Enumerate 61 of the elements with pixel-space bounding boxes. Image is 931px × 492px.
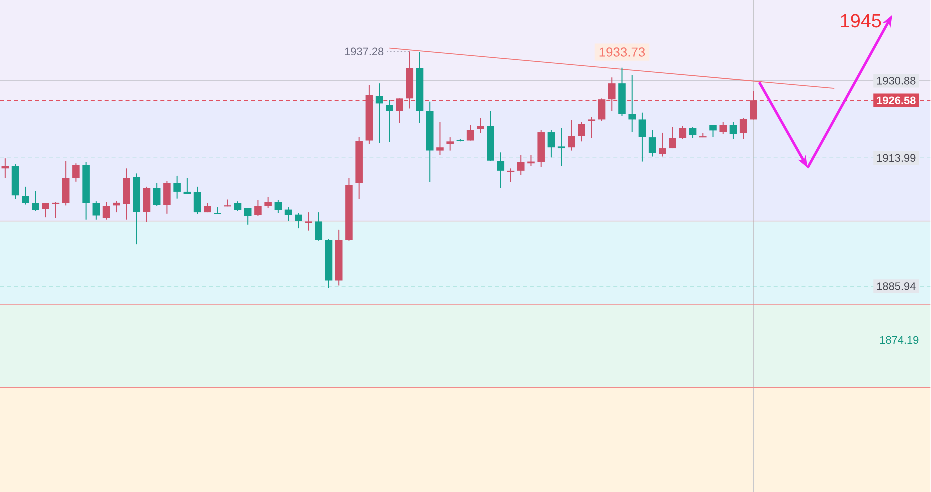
- candlestick: [497, 152, 505, 189]
- candlestick: [305, 212, 312, 232]
- candlestick: [295, 212, 302, 229]
- candlestick: [466, 124, 474, 142]
- candlestick: [598, 98, 606, 122]
- candlestick: [568, 120, 576, 152]
- candlestick: [113, 200, 120, 213]
- candlestick: [32, 190, 40, 212]
- candlestick: [143, 186, 151, 222]
- y-tick-label: 1913.99: [877, 154, 916, 162]
- candlestick: [72, 162, 80, 182]
- candlestick: [315, 212, 323, 242]
- candlestick: [153, 182, 161, 206]
- candlestick: [548, 130, 556, 158]
- candlestick: [234, 200, 242, 212]
- candlestick: [628, 74, 636, 132]
- candlestick: [174, 175, 181, 200]
- candlestick: [254, 200, 262, 217]
- candlestick: [608, 76, 616, 112]
- candlestick: [244, 208, 252, 226]
- y-tick-label: 1926.58: [877, 96, 916, 104]
- candlestick: [517, 154, 525, 176]
- y-tick-label: 1874.19: [880, 336, 919, 344]
- candlestick: [52, 201, 60, 219]
- candlestick: [578, 121, 586, 142]
- candlestick: [558, 128, 566, 167]
- candlestick: [679, 125, 687, 140]
- candlestick: [507, 168, 515, 183]
- candlestick: [659, 132, 666, 158]
- y-tick-label: 1885.94: [877, 282, 916, 290]
- candlestick: [264, 196, 272, 209]
- candlestick: [669, 126, 676, 149]
- candlestick: [436, 121, 444, 156]
- candlestick: [710, 124, 717, 138]
- candlestick: [477, 118, 484, 134]
- candlestick: [194, 186, 202, 215]
- candlestick: [376, 82, 384, 144]
- candlestick: [274, 200, 282, 214]
- candlestick: [164, 180, 171, 214]
- candlestick: [720, 121, 728, 135]
- annotation: 1933.73: [600, 48, 646, 57]
- candlestick: [22, 186, 30, 206]
- y-tick-label: 1930.88: [877, 76, 916, 85]
- candlestick: [689, 126, 697, 139]
- candlestick: [446, 136, 454, 152]
- candlestick: [102, 202, 110, 220]
- annotation: 1937.28: [345, 48, 384, 56]
- candlestick: [284, 206, 292, 222]
- candlestick: [386, 99, 394, 142]
- annotation: 1945: [841, 14, 882, 28]
- candlestick: [588, 116, 596, 139]
- candlestick: [92, 200, 100, 220]
- candlestick: [740, 118, 748, 140]
- candlestick: [638, 112, 646, 162]
- candlestick: [730, 121, 738, 140]
- candlestick: [204, 202, 212, 213]
- candlestick: [396, 98, 404, 124]
- candlestick: [42, 202, 50, 218]
- candlestick: [750, 90, 758, 120]
- candlestick: [648, 130, 656, 158]
- candlestick: [184, 178, 192, 195]
